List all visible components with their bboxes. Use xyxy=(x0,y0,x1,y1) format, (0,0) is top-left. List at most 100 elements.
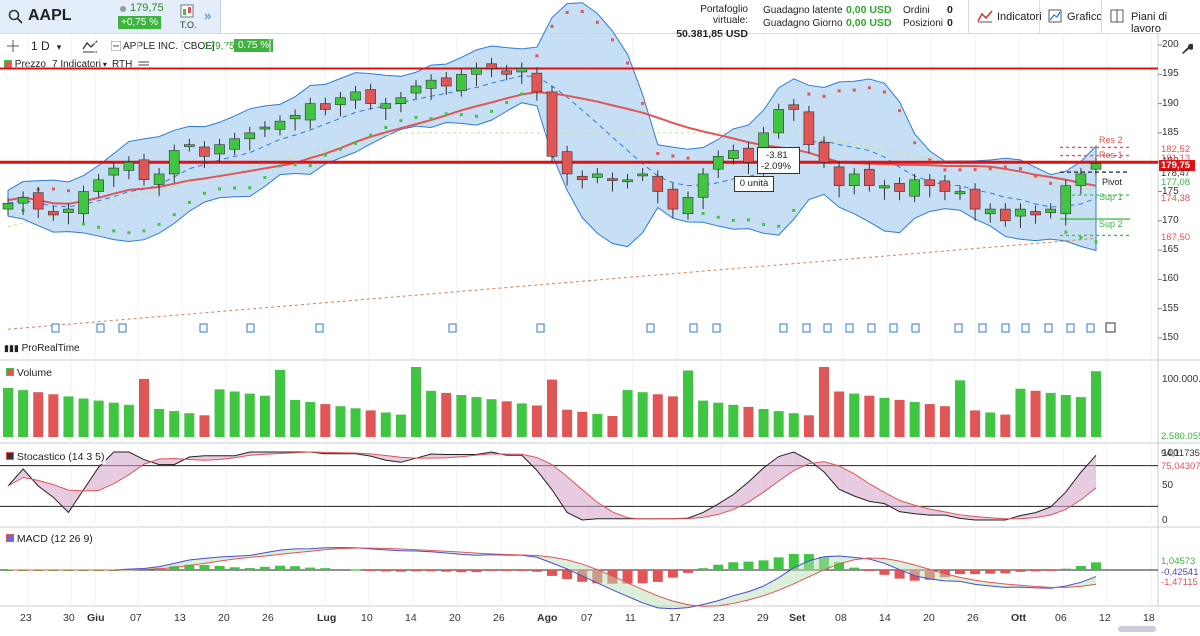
volume-bar xyxy=(909,402,920,437)
stoch-fill xyxy=(8,452,1096,520)
news-icon xyxy=(802,323,811,333)
candle xyxy=(682,197,694,215)
to-label[interactable]: T.O. xyxy=(180,20,197,30)
sar-dot xyxy=(1064,230,1068,234)
macd-tag1: 1,04573 xyxy=(1161,556,1196,567)
chart-button[interactable]: Grafico xyxy=(1039,0,1102,33)
macd-hist-bar xyxy=(683,570,693,573)
sar-dot xyxy=(716,215,720,219)
time-tick-label: 26 xyxy=(262,612,274,624)
candle xyxy=(879,185,890,189)
sar-dot xyxy=(837,89,841,93)
candle xyxy=(32,192,44,210)
sar-dot xyxy=(293,163,297,167)
macd-hist-bar xyxy=(894,570,905,579)
candle xyxy=(63,208,74,213)
macd-fill xyxy=(8,547,1096,609)
candle xyxy=(1075,173,1087,186)
sar-dot xyxy=(1034,174,1038,178)
level-sup2: Sup 2 xyxy=(1099,219,1123,229)
news-icon xyxy=(889,323,898,333)
news-icon xyxy=(823,323,832,333)
ma200-line xyxy=(7,237,1097,330)
candle xyxy=(229,138,240,150)
macd-hist-bar xyxy=(411,570,421,572)
candle xyxy=(773,109,784,134)
tag-last: 179,75 xyxy=(1159,160,1195,171)
tag-sup2: 167,50 xyxy=(1161,232,1191,243)
volume-bar xyxy=(169,411,180,437)
macd-hist-bar xyxy=(350,569,361,571)
symbol-box[interactable]: AAPL 179,75 +0,75 % T.O. » xyxy=(0,0,221,33)
time-tick-label: 08 xyxy=(835,612,847,624)
candle xyxy=(561,151,573,175)
volume-bar xyxy=(667,396,678,437)
candle xyxy=(818,141,830,163)
candle xyxy=(607,178,618,181)
volume-bar xyxy=(577,411,588,437)
volume-bar xyxy=(773,411,784,437)
sar-dot xyxy=(187,200,191,204)
volume-bar xyxy=(501,401,512,437)
timeframe-select[interactable]: 1 D ▾ xyxy=(27,38,71,55)
macd-hist-bar xyxy=(713,564,724,570)
candle xyxy=(486,63,497,69)
expand-chevron-icon[interactable]: » xyxy=(204,8,212,23)
stoch-d-line xyxy=(7,451,1097,520)
candle xyxy=(954,191,966,195)
tag-r2: 177,08 xyxy=(1161,177,1191,188)
time-tick-label: 23 xyxy=(20,612,32,624)
volume-bar xyxy=(849,393,860,437)
quote-status-dot xyxy=(120,6,126,12)
candle xyxy=(93,179,104,192)
sar-dot xyxy=(127,231,131,235)
time-tick-label: 13 xyxy=(174,612,186,624)
macd-hist-bar xyxy=(652,570,663,582)
candle xyxy=(199,146,210,157)
candle xyxy=(471,68,482,75)
candle xyxy=(516,68,528,73)
workspace-button[interactable]: Piani di lavoro xyxy=(1101,0,1200,35)
time-tick-label: 17 xyxy=(669,612,681,624)
sar-dot xyxy=(97,225,101,229)
horizontal-scrollbar[interactable] xyxy=(1118,626,1156,632)
news-icon xyxy=(646,323,655,333)
order-icon[interactable] xyxy=(180,4,194,18)
rth-button[interactable]: RTH xyxy=(112,59,133,70)
news-icon xyxy=(1021,323,1030,333)
candle xyxy=(274,120,286,130)
price-tick-label: 170 xyxy=(1162,214,1179,226)
search-icon[interactable] xyxy=(8,9,23,24)
instrument-icon xyxy=(111,41,121,51)
move-icon[interactable] xyxy=(7,40,19,52)
sar-dot xyxy=(505,100,509,104)
indicators-button[interactable]: Indicatori xyxy=(968,0,1042,33)
volume-bar xyxy=(955,380,965,437)
candle xyxy=(697,173,709,198)
news-icon xyxy=(845,323,854,333)
volume-color-icon xyxy=(6,368,14,376)
sar-dot xyxy=(490,109,494,113)
sar-dot xyxy=(1018,167,1022,171)
sar-dot xyxy=(384,125,388,129)
candle xyxy=(833,166,845,186)
sar-dot xyxy=(202,191,206,195)
level-sup1: Sup 1 xyxy=(1099,192,1123,202)
macd-hist-bar xyxy=(380,570,391,572)
sar-dot xyxy=(323,153,327,157)
stoch-k-line xyxy=(7,451,1097,521)
sar-dot xyxy=(172,213,176,217)
volume-bar xyxy=(547,379,557,437)
info-icon xyxy=(1105,322,1116,333)
sar-dot xyxy=(354,141,358,145)
sar-dot xyxy=(973,168,977,172)
candle xyxy=(652,175,664,192)
sar-dot xyxy=(656,152,660,156)
wrench-icon[interactable] xyxy=(1180,42,1193,55)
indicators-dropdown[interactable]: 7 Indicatori ▾ xyxy=(52,59,107,70)
stoch-axis-0: 0 xyxy=(1162,515,1168,526)
news-icon xyxy=(911,323,920,333)
time-tick-label: 07 xyxy=(581,612,593,624)
volume-bar xyxy=(1030,390,1041,437)
